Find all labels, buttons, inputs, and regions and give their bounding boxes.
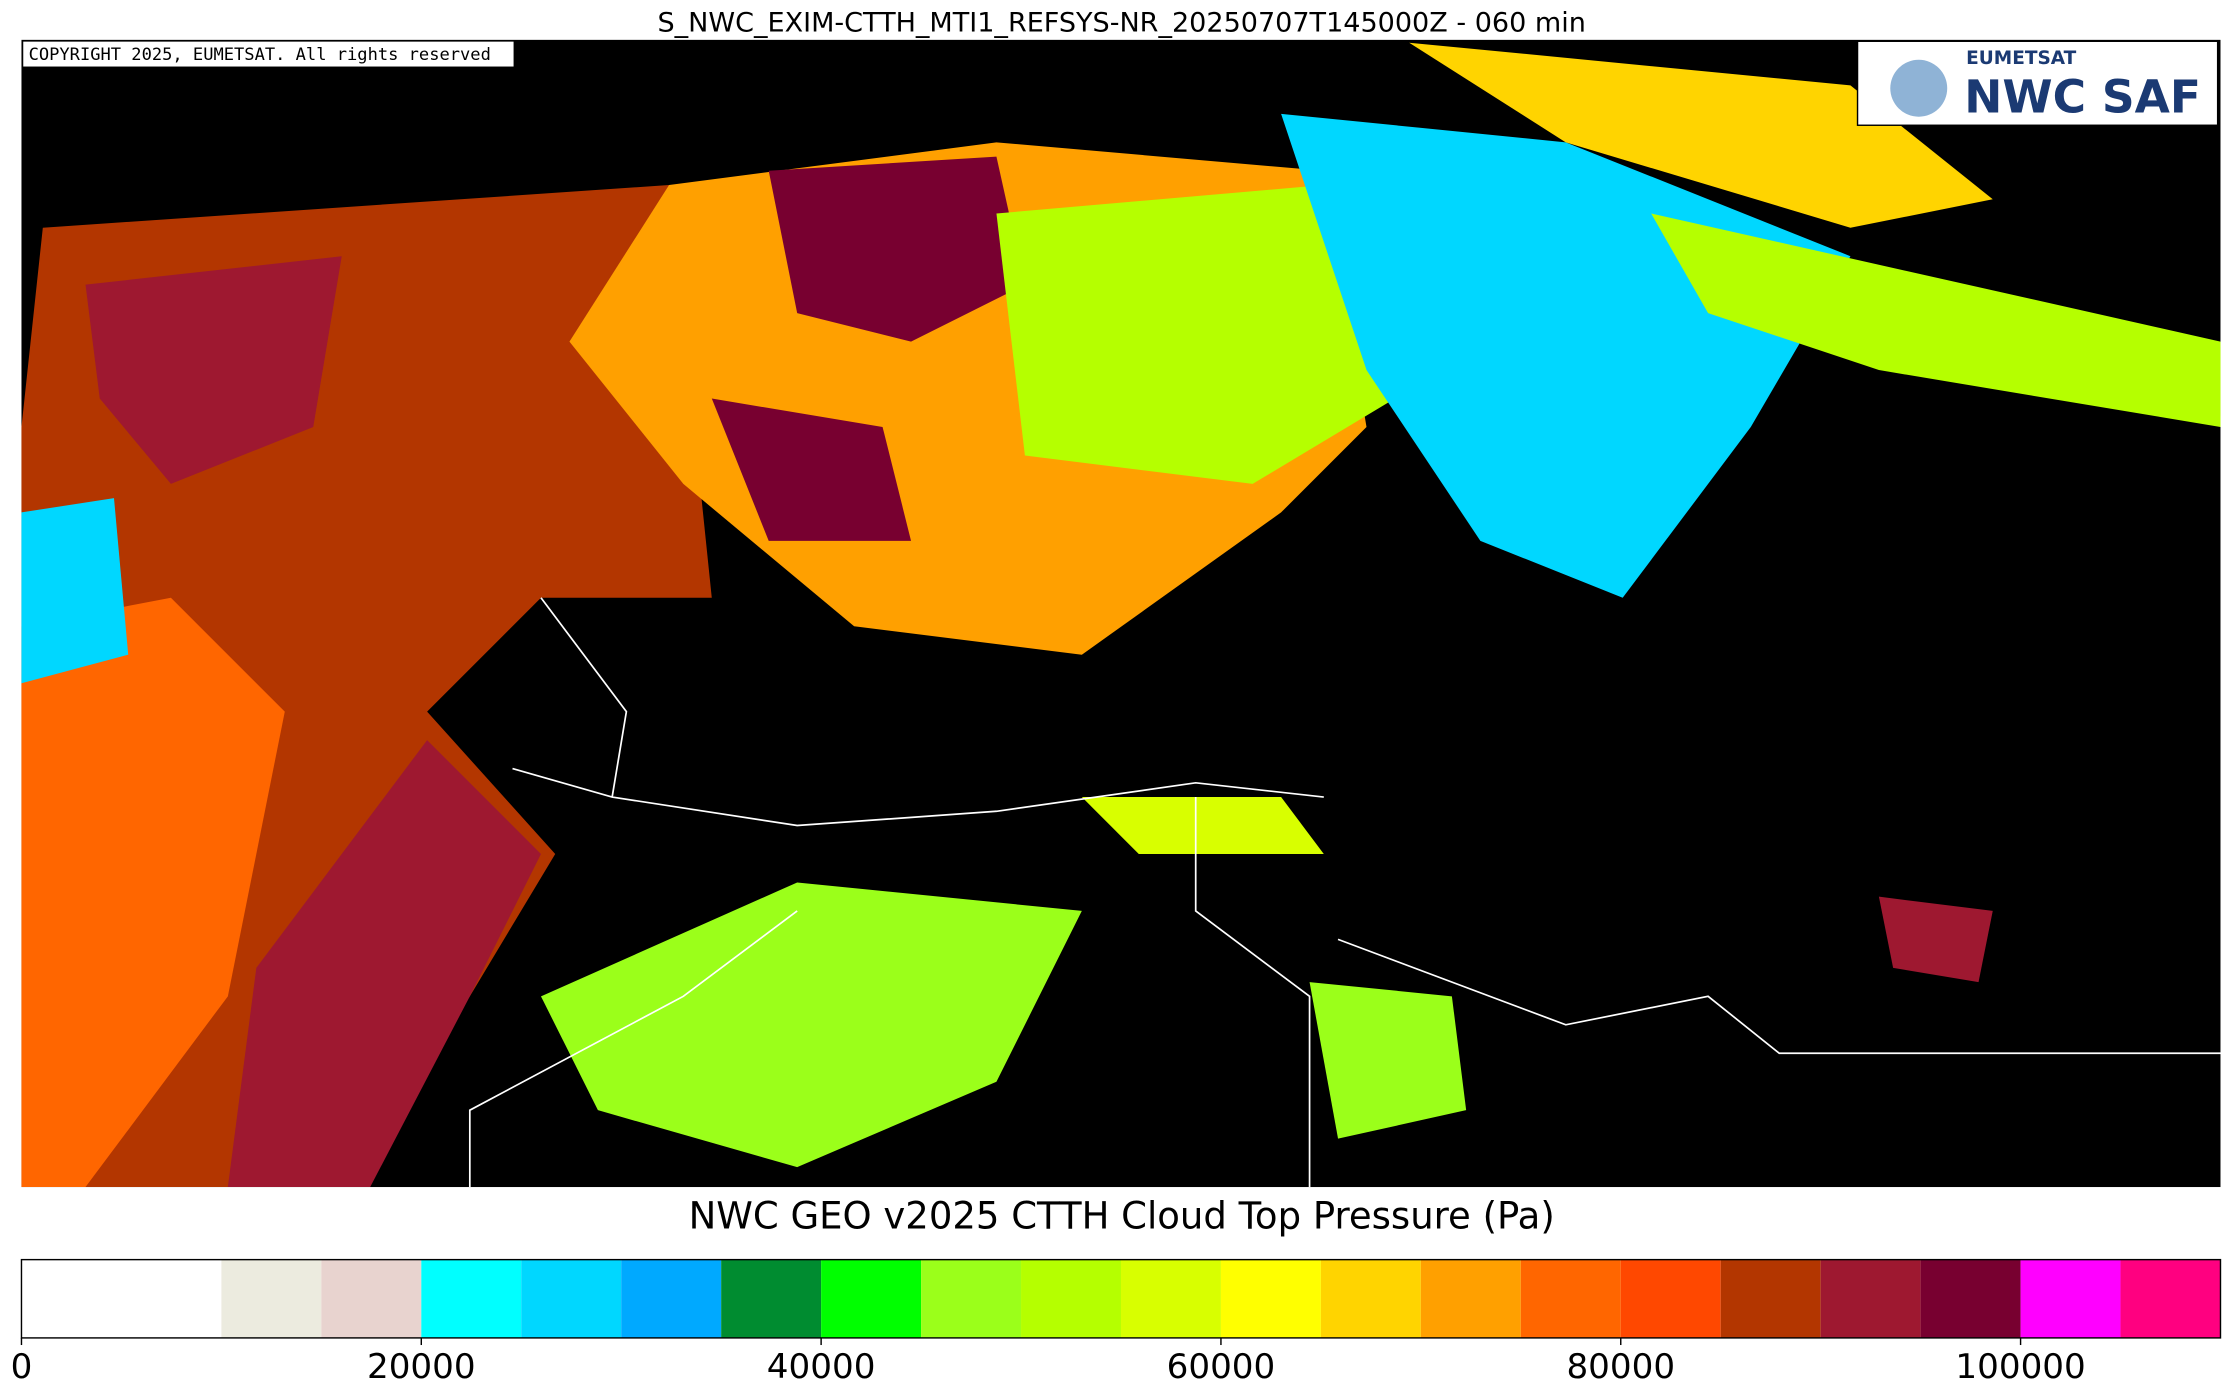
- colorbar-segment: [1620, 1259, 1721, 1338]
- tick-label: 40000: [767, 1347, 876, 1387]
- copyright-box: [22, 40, 515, 68]
- tick-label: 0: [11, 1347, 33, 1387]
- logo-icon: [1890, 59, 1948, 117]
- colorbar-segment: [1320, 1259, 1421, 1338]
- cloud-area: [996, 185, 1395, 484]
- cloud-area: [1309, 982, 1467, 1139]
- cloud-area: [768, 156, 1025, 342]
- colorbar-segment: [621, 1259, 722, 1338]
- cloud-area: [1878, 896, 1993, 983]
- colorbar-segment: [1820, 1259, 1921, 1338]
- colorbar: 0 20000 40000 60000 80000 100000: [11, 1258, 2222, 1387]
- colorbar-segment: [521, 1259, 622, 1338]
- colorbar-segment: [1720, 1259, 1821, 1338]
- cloud-area: [21, 498, 129, 684]
- cloud-area: [227, 740, 541, 1188]
- logo-top: EUMETSAT: [1966, 48, 2077, 69]
- colorbar-segment: [2020, 1259, 2121, 1338]
- cloud-area: [1651, 213, 2221, 427]
- cloud-area: [1081, 797, 1324, 854]
- colorbar-segment: [721, 1259, 822, 1338]
- tick-label: 20000: [367, 1347, 476, 1387]
- tick-label: 80000: [1566, 1347, 1675, 1387]
- colorbar-segment: [1120, 1259, 1221, 1338]
- colorbar-segment: [1520, 1259, 1621, 1338]
- cloud-area: [711, 398, 912, 541]
- cloud-area: [85, 256, 342, 484]
- colorbar-segment: [2120, 1259, 2221, 1338]
- cloud-area: [1409, 42, 1993, 228]
- map: COPYRIGHT 2025, EUMETSAT. All rights res…: [21, 39, 2221, 1188]
- colorbar-frame: [20, 1258, 2222, 1339]
- colorbar-segment: [421, 1259, 522, 1338]
- borders: [468, 597, 2221, 1188]
- colorbar-segment: [21, 1259, 222, 1338]
- title: S_NWC_EXIM-CTTH_MTI1_REFSYS-NR_20250707T…: [657, 7, 1585, 38]
- colorbar-segment: [1021, 1259, 1121, 1338]
- tick-label: 100000: [1955, 1347, 2085, 1387]
- cloud-area: [540, 882, 1082, 1168]
- colorbar-segment: [221, 1259, 322, 1338]
- colorbar-segment: [1220, 1259, 1321, 1338]
- colorbar-title: NWC GEO v2025 CTTH Cloud Top Pressure (P…: [689, 1194, 1555, 1237]
- colorbar-segment: [1920, 1259, 2021, 1338]
- tick-label: 60000: [1167, 1347, 1276, 1387]
- logo-bottom: NWC SAF: [1964, 70, 2201, 123]
- copyright: COPYRIGHT 2025, EUMETSAT. All rights res…: [29, 45, 491, 65]
- cloud-area: [21, 597, 285, 1188]
- colorbar-segment: [1420, 1259, 1521, 1338]
- colorbar-segment: [821, 1259, 922, 1338]
- colorbar-segment: [921, 1259, 1022, 1338]
- colorbar-segment: [321, 1259, 422, 1338]
